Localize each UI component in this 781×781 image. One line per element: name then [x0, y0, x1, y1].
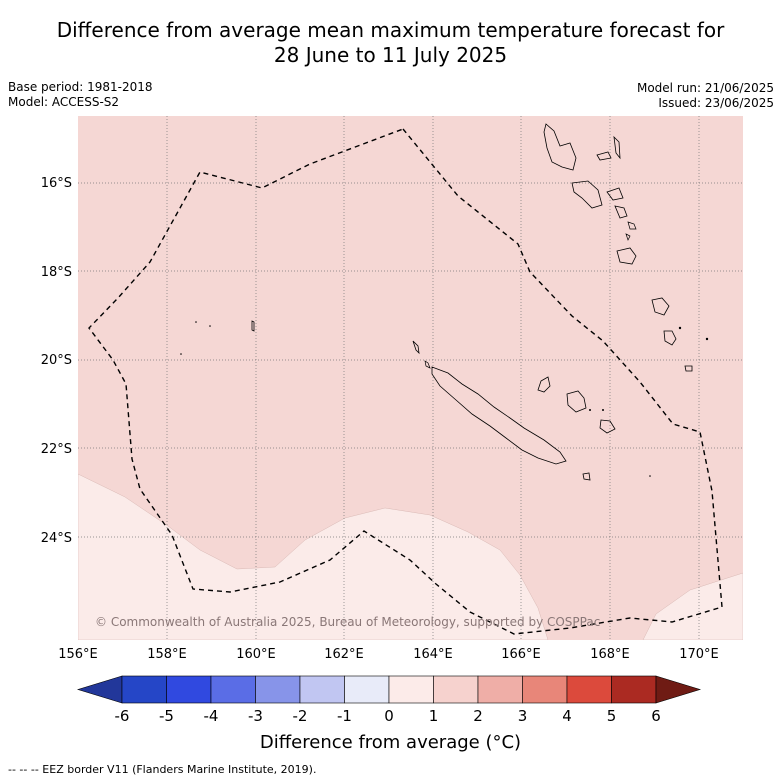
ambae-island: [596, 151, 612, 161]
ouvea-island: [537, 376, 551, 393]
colorbar: [76, 675, 702, 704]
lat-label: 24°S: [41, 531, 72, 546]
model-run: Model run: 21/06/2025: [636, 81, 774, 95]
map-plot-area: [78, 116, 743, 640]
colorbar-tick-label: 5: [607, 707, 617, 725]
lon-label: 158°E: [147, 647, 187, 662]
aneityum-island: [684, 365, 693, 372]
title-line-2: 28 June to 11 July 2025: [273, 43, 508, 67]
base-period: Base period: 1981-2018: [8, 80, 153, 94]
belep-islands: [412, 340, 420, 355]
title-line-1: Difference from average mean maximum tem…: [56, 18, 725, 42]
colorbar-tick-label: 0: [384, 707, 394, 725]
ambrym-island: [606, 187, 624, 201]
isle-of-pines: [582, 472, 591, 481]
lon-label: 168°E: [590, 647, 630, 662]
colorbar-tick-label: -4: [204, 707, 219, 725]
colorbar-segment: [299, 675, 345, 704]
colorbar-tick-label: -2: [293, 707, 308, 725]
colorbar-title: Difference from average (°C): [259, 732, 522, 753]
colorbar-segment: [433, 675, 479, 704]
colorbar-extend-low: [76, 675, 123, 704]
islet: [424, 360, 431, 369]
anomaly-region-0-to-1-east: [642, 572, 743, 640]
lat-label: 22°S: [41, 442, 72, 457]
metadata-right: Model run: 21/06/2025 Issued: 23/06/2025: [637, 81, 774, 111]
mare-island: [599, 419, 616, 434]
colorbar-tick-label: 4: [562, 707, 572, 725]
anomaly-region-0-to-1-west: [78, 473, 549, 640]
islet: [625, 233, 631, 241]
colorbar-segment: [566, 675, 612, 704]
lon-label: 160°E: [236, 647, 276, 662]
colorbar-extend-high: [655, 675, 702, 704]
issued-date: Issued: 23/06/2025: [658, 96, 774, 110]
lat-label: 20°S: [41, 353, 72, 368]
tanna-island: [663, 330, 677, 346]
colorbar-segment: [477, 675, 523, 704]
eez-border: [88, 128, 723, 635]
copyright-notice: © Commonwealth of Australia 2025, Bureau…: [95, 615, 601, 629]
lon-label: 166°E: [501, 647, 541, 662]
erromango-island: [651, 297, 670, 316]
chesterfield-reef: [251, 320, 255, 332]
efate-island: [616, 247, 637, 265]
colorbar-tick-label: 6: [651, 707, 661, 725]
colorbar-tick-label: 2: [473, 707, 483, 725]
model-name: Model: ACCESS-S2: [8, 95, 120, 109]
lon-label: 162°E: [324, 647, 364, 662]
colorbar-segment: [210, 675, 256, 704]
colorbar-tick-label: -6: [115, 707, 130, 725]
colorbar-segment: [522, 675, 568, 704]
lat-label: 16°S: [41, 176, 72, 191]
longitude-labels: 156°E 158°E 160°E 162°E 164°E 166°E 168°…: [58, 647, 719, 662]
colorbar-segment: [344, 675, 390, 704]
lon-label: 164°E: [413, 647, 453, 662]
epi-island: [614, 205, 628, 219]
eez-legend-footnote: -- -- -- EEZ border V11 (Flanders Marine…: [8, 763, 317, 776]
shepherd-islands: [627, 221, 637, 230]
colorbar-segment: [611, 675, 657, 704]
lon-label: 170°E: [679, 647, 719, 662]
new-caledonia-island: [431, 366, 567, 465]
espiritu-santo-island: [543, 123, 577, 171]
colorbar-segment: [121, 675, 167, 704]
metadata-left: Base period: 1981-2018 Model: ACCESS-S2: [8, 80, 153, 110]
colorbar-tick-label: -3: [248, 707, 263, 725]
colorbar-segment: [255, 675, 301, 704]
colorbar-tick-label: -1: [337, 707, 352, 725]
colorbar-tick-label: 3: [518, 707, 528, 725]
malekula-island: [571, 180, 603, 209]
graticule: [78, 116, 743, 640]
maewo-island: [613, 135, 621, 160]
colorbar-tick-label: 1: [429, 707, 439, 725]
lifou-island: [566, 390, 587, 413]
colorbar-tick-labels: -6 -5 -4 -3 -2 -1 0 1 2 3 4 5 6: [115, 707, 661, 725]
colorbar-segment: [166, 675, 212, 704]
colorbar-segment: [388, 675, 434, 704]
lat-label: 18°S: [41, 265, 72, 280]
lon-label: 156°E: [58, 647, 98, 662]
colorbar-tick-label: -5: [159, 707, 174, 725]
latitude-labels: 16°S 18°S 20°S 22°S 24°S: [41, 176, 72, 546]
map-title: Difference from average mean maximum tem…: [0, 18, 781, 68]
